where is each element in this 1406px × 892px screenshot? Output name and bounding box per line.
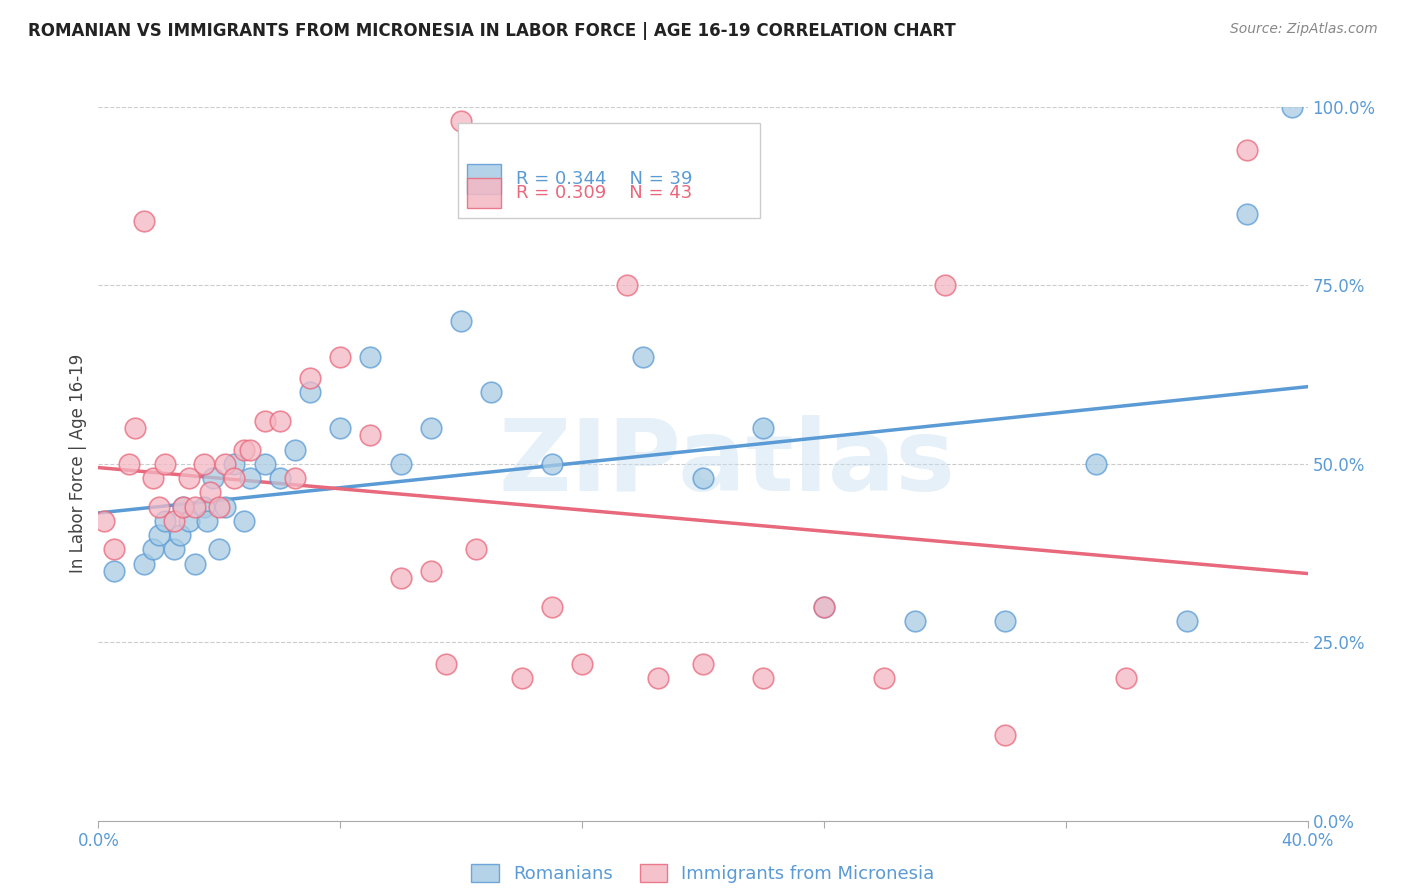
Point [284, 471, 307, 485]
Point [540, 457, 562, 471]
Point [153, 457, 176, 471]
FancyBboxPatch shape [457, 123, 759, 218]
Point [420, 564, 443, 578]
Point [284, 442, 307, 457]
Point [153, 514, 176, 528]
Point [631, 350, 654, 364]
Point [450, 314, 472, 328]
Y-axis label: In Labor Force | Age 16-19: In Labor Force | Age 16-19 [69, 354, 87, 574]
Point [184, 557, 207, 571]
Point [253, 414, 276, 428]
Text: Source: ZipAtlas.com: Source: ZipAtlas.com [1230, 22, 1378, 37]
Point [208, 542, 231, 557]
Point [200, 485, 222, 500]
Point [647, 671, 669, 685]
Point [692, 471, 714, 485]
Point [329, 350, 352, 364]
Point [420, 421, 443, 435]
Point [232, 442, 254, 457]
Point [752, 671, 775, 685]
Point [389, 457, 412, 471]
Point [163, 514, 186, 528]
Point [124, 421, 146, 435]
Point [1236, 143, 1258, 157]
Point [132, 214, 155, 228]
Point [269, 471, 291, 485]
Point [299, 385, 322, 400]
Point [172, 500, 194, 514]
Point [692, 657, 714, 671]
Point [994, 614, 1017, 628]
Point [813, 599, 835, 614]
Text: R = 0.309    N = 43: R = 0.309 N = 43 [516, 185, 692, 202]
Point [172, 500, 194, 514]
Point [813, 599, 835, 614]
Point [118, 457, 141, 471]
Point [994, 728, 1017, 742]
Point [132, 557, 155, 571]
Point [360, 428, 382, 442]
FancyBboxPatch shape [467, 164, 501, 194]
Point [224, 457, 246, 471]
Point [571, 657, 593, 671]
Point [195, 514, 218, 528]
Point [616, 278, 638, 293]
Text: ROMANIAN VS IMMIGRANTS FROM MICRONESIA IN LABOR FORCE | AGE 16-19 CORRELATION CH: ROMANIAN VS IMMIGRANTS FROM MICRONESIA I… [28, 22, 956, 40]
Point [465, 542, 488, 557]
Point [214, 500, 236, 514]
Point [239, 442, 262, 457]
Point [93, 514, 115, 528]
Point [169, 528, 191, 542]
Point [214, 457, 236, 471]
FancyBboxPatch shape [467, 178, 501, 209]
Point [103, 542, 125, 557]
Point [1175, 614, 1198, 628]
Point [389, 571, 412, 585]
Legend: Romanians, Immigrants from Micronesia: Romanians, Immigrants from Micronesia [464, 856, 942, 890]
Point [224, 471, 246, 485]
Text: R = 0.344    N = 39: R = 0.344 N = 39 [516, 170, 692, 188]
Point [1281, 100, 1303, 114]
Point [208, 500, 231, 514]
Point [193, 457, 215, 471]
Point [481, 385, 503, 400]
Point [510, 671, 533, 685]
Text: ZIPatlas: ZIPatlas [499, 416, 956, 512]
Point [1236, 207, 1258, 221]
Point [103, 564, 125, 578]
Point [184, 500, 207, 514]
Point [253, 457, 276, 471]
Point [329, 421, 352, 435]
Point [148, 500, 170, 514]
Point [299, 371, 322, 385]
Point [450, 114, 472, 128]
Point [360, 350, 382, 364]
Point [434, 657, 457, 671]
Point [873, 671, 896, 685]
Point [179, 471, 201, 485]
Point [269, 414, 291, 428]
Point [179, 514, 201, 528]
Point [239, 471, 262, 485]
Point [540, 599, 562, 614]
Point [202, 471, 225, 485]
Point [904, 614, 927, 628]
Point [142, 542, 165, 557]
Point [148, 528, 170, 542]
Point [163, 542, 186, 557]
Point [232, 514, 254, 528]
Point [193, 500, 215, 514]
Point [1085, 457, 1108, 471]
Point [142, 471, 165, 485]
Point [1115, 671, 1137, 685]
Point [934, 278, 956, 293]
Point [752, 421, 775, 435]
